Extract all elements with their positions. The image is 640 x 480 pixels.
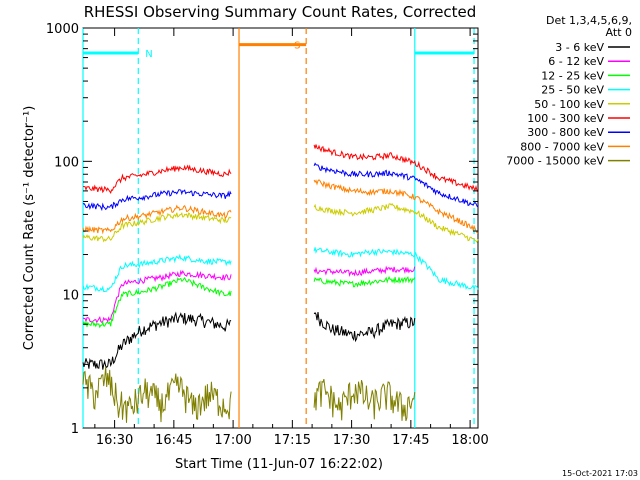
series-line-3 <box>82 247 479 293</box>
legend-label-3: 25 - 50 keV <box>541 84 604 97</box>
x-tick-label-3: 17:15 <box>274 433 311 448</box>
series-line-6 <box>82 162 479 212</box>
series-line-5 <box>82 144 479 194</box>
series-line-1 <box>82 265 416 324</box>
series-line-4 <box>82 202 479 244</box>
series-lines <box>82 144 479 423</box>
x-tick-label-1: 16:45 <box>155 433 192 448</box>
plot-frame <box>82 27 479 429</box>
legend-label-6: 300 - 800 keV <box>527 126 604 139</box>
y-axis: 1 10 100 1000 <box>46 22 478 437</box>
series-line-7 <box>82 179 479 235</box>
legend-label-0: 3 - 6 keV <box>555 41 604 54</box>
y-tick-label-0: 1 <box>71 422 79 437</box>
x-tick-label-2: 17:00 <box>214 433 251 448</box>
series-line-2 <box>82 276 416 329</box>
legend-label-4: 50 - 100 keV <box>534 98 604 111</box>
legend-label-2: 12 - 25 keV <box>541 69 604 82</box>
x-tick-label-4: 17:30 <box>333 433 370 448</box>
x-tick-label-0: 16:30 <box>96 433 133 448</box>
plot-area <box>82 27 479 429</box>
legend-label-1: 6 - 12 keV <box>548 55 604 68</box>
legend-header-1: Att 0 <box>606 26 632 39</box>
footer-date: 15-Oct-2021 17:03 <box>562 469 638 478</box>
legend-label-8: 7000 - 15000 keV <box>506 155 604 168</box>
x-tick-label-5: 17:45 <box>392 433 429 448</box>
y-tick-label-1: 10 <box>62 289 79 304</box>
x-axis: 16:30 16:45 17:00 17:15 17:30 17:45 18:00 <box>94 28 489 448</box>
x-tick-label-6: 18:00 <box>451 433 488 448</box>
legend-header-0: Det 1,3,4,5,6,9, <box>546 14 632 27</box>
y-axis-label: Corrected Count Rate (s⁻¹ detector⁻¹) <box>22 106 37 351</box>
y-tick-label-3: 1000 <box>46 22 79 37</box>
legend-label-7: 800 - 7000 keV <box>520 140 604 153</box>
state-bar-label-S: S <box>294 41 300 52</box>
x-axis-label: Start Time (11-Jun-07 16:22:02) <box>175 457 383 472</box>
chart-title: RHESSI Observing Summary Count Rates, Co… <box>84 3 477 21</box>
legend-label-5: 100 - 300 keV <box>527 112 604 125</box>
state-bar-label-N: N <box>145 49 152 60</box>
series-line-0 <box>82 311 416 370</box>
y-tick-label-2: 100 <box>54 155 79 170</box>
state-bars: NS <box>83 41 475 60</box>
series-line-8 <box>82 366 416 423</box>
